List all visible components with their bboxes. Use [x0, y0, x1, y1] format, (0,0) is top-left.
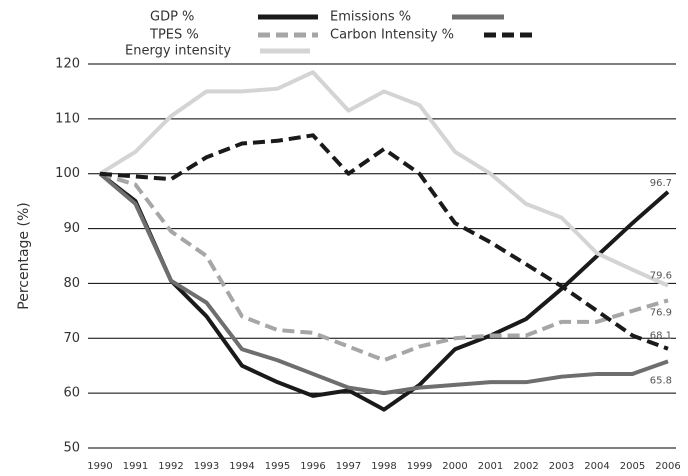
- x-tick-label: 2002: [513, 461, 538, 472]
- y-tick-label: 110: [55, 111, 80, 126]
- series-line: [98, 172, 670, 412]
- y-tick-label: 90: [63, 221, 80, 236]
- x-tick-label: 1993: [194, 461, 219, 472]
- y-tick-label: 80: [63, 276, 80, 291]
- x-tick-label: 1992: [158, 461, 183, 472]
- y-tick-label: 120: [55, 57, 80, 72]
- y-tick-label: 100: [55, 166, 80, 181]
- x-tick-label: 1998: [371, 461, 396, 472]
- x-tick-label: 2005: [620, 461, 645, 472]
- legend-label: Emissions %: [330, 10, 411, 25]
- data-label: 96.7: [650, 178, 672, 189]
- x-tick-label: 1990: [87, 461, 112, 472]
- legend-label: GDP %: [150, 10, 194, 25]
- x-tick-label: 2003: [549, 461, 574, 472]
- legend-label: Carbon Intensity %: [330, 28, 454, 43]
- series-line: [99, 133, 669, 351]
- data-label: 68.1: [650, 331, 672, 342]
- legend-label: TPES %: [149, 28, 199, 43]
- x-tick-label: 1995: [265, 461, 290, 472]
- series-line: [98, 172, 669, 396]
- data-label: 65.8: [650, 375, 672, 386]
- y-tick-label: 60: [63, 386, 80, 401]
- data-label: 76.9: [650, 307, 672, 318]
- x-tick-label: 2000: [442, 461, 467, 472]
- y-tick-label: 50: [63, 441, 80, 456]
- legend-label: Energy intensity: [125, 44, 231, 59]
- y-axis-label: Percentage (%): [16, 202, 32, 309]
- x-tick-label: 1999: [407, 461, 432, 472]
- x-tick-label: 1991: [123, 461, 148, 472]
- x-tick-label: 2006: [655, 461, 680, 472]
- data-label: 79.6: [650, 271, 672, 282]
- x-tick-label: 1996: [300, 461, 325, 472]
- x-tick-label: 1994: [229, 461, 254, 472]
- series-line: [98, 70, 669, 288]
- x-tick-label: 2004: [584, 461, 609, 472]
- y-tick-label: 70: [63, 331, 80, 346]
- x-tick-label: 2001: [478, 461, 503, 472]
- x-tick-label: 1997: [336, 461, 361, 472]
